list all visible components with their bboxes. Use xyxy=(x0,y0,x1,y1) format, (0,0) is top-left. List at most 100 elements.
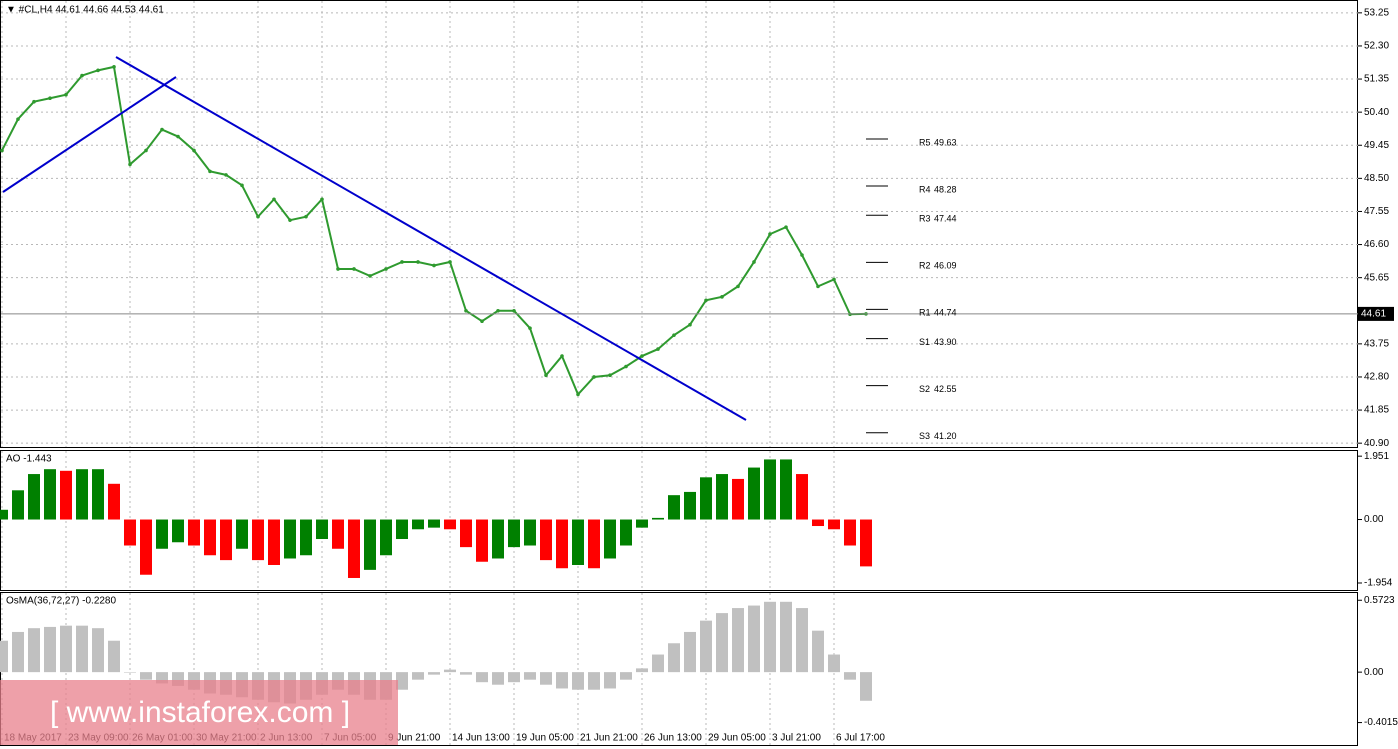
x-tick-label: 3 Jul 21:00 xyxy=(772,733,821,744)
symbol-header: ▼ #CL,H4 44.61 44.66 44.53 44.61 xyxy=(6,5,164,16)
histogram-bar xyxy=(284,519,296,559)
histogram-bar xyxy=(764,601,776,673)
y-tick-label: 48.50 xyxy=(1364,173,1389,184)
watermark: [ www.instaforex.com ] xyxy=(50,696,350,729)
histogram-bar xyxy=(396,519,408,540)
histogram-bar xyxy=(300,519,312,556)
price-point xyxy=(288,218,292,222)
y-tick-label: 43.75 xyxy=(1364,339,1389,350)
histogram-bar xyxy=(428,519,440,528)
histogram-bar xyxy=(28,474,40,520)
histogram-bar xyxy=(76,625,88,673)
histogram-bar xyxy=(604,519,616,559)
histogram-bar xyxy=(540,519,552,561)
price-point xyxy=(304,214,308,219)
price-point xyxy=(384,267,388,271)
price-point xyxy=(448,260,452,264)
histogram-bar xyxy=(508,672,520,683)
histogram-bar xyxy=(652,654,664,673)
price-point xyxy=(352,267,356,271)
histogram-bar xyxy=(92,469,104,520)
pivot-value: 43.90 xyxy=(934,337,957,347)
panels xyxy=(0,0,1358,746)
histogram-bar xyxy=(380,519,392,556)
pivot-value: 41.20 xyxy=(934,431,957,441)
histogram-bar xyxy=(828,519,840,530)
histogram-bar xyxy=(620,672,632,680)
histogram-bar xyxy=(524,672,536,680)
histogram-bar xyxy=(588,672,600,690)
price-point xyxy=(16,117,20,121)
histogram-bar xyxy=(92,628,104,673)
last-price-box xyxy=(1358,306,1394,321)
histogram-bar xyxy=(652,517,664,520)
price-point xyxy=(672,333,676,337)
price-point xyxy=(32,99,36,104)
histogram-bar xyxy=(28,628,40,673)
pivot-name: R3 xyxy=(919,214,931,224)
histogram-bar xyxy=(684,631,696,673)
price-point xyxy=(608,373,612,378)
y-tick-label: 42.80 xyxy=(1364,372,1389,383)
histogram-bar xyxy=(860,519,872,567)
y-tick-label: 49.45 xyxy=(1364,140,1389,151)
price-point xyxy=(640,354,644,358)
pivot-name: R4 xyxy=(919,184,931,194)
pivot-name: S1 xyxy=(919,337,930,347)
y-tick-label: 50.40 xyxy=(1364,107,1389,118)
price-point xyxy=(96,68,100,73)
price-point xyxy=(400,260,404,264)
x-tick-label: 9 Jun 21:00 xyxy=(388,733,441,744)
histogram-bar xyxy=(844,519,856,546)
price-point xyxy=(784,225,788,229)
price-point xyxy=(160,127,164,132)
price-point xyxy=(128,162,132,167)
price-point xyxy=(576,392,580,397)
y-tick-label: 0.5723 xyxy=(1364,595,1395,606)
price-point xyxy=(272,197,276,202)
price-point xyxy=(0,148,4,153)
y-tick-label: 53.25 xyxy=(1364,7,1389,18)
histogram-bar xyxy=(620,519,632,546)
histogram-bar xyxy=(700,620,712,673)
y-tick-label: 1.951 xyxy=(1364,451,1389,462)
pivot-value: 47.44 xyxy=(934,214,957,224)
histogram-bar xyxy=(0,509,8,520)
osma-title: OsMA(36,72,27) -0.2280 xyxy=(6,596,116,607)
x-tick-label: 21 Jun 21:00 xyxy=(580,733,638,744)
histogram-bar xyxy=(348,519,360,578)
histogram-bar xyxy=(460,672,472,675)
pivot-name: R2 xyxy=(919,261,931,271)
price-point xyxy=(816,284,820,289)
price-point xyxy=(144,148,148,153)
price-point xyxy=(528,326,532,330)
histogram-bar xyxy=(444,669,456,673)
histogram-bar xyxy=(412,672,424,680)
histogram-bar xyxy=(140,519,152,575)
price-point xyxy=(544,373,548,378)
pivot-name: R1 xyxy=(919,308,931,318)
histogram-bar xyxy=(172,519,184,543)
price-point xyxy=(592,375,596,379)
price-point xyxy=(752,260,756,264)
price-point xyxy=(832,277,836,282)
histogram-bar xyxy=(780,601,792,673)
histogram-bar xyxy=(460,519,472,548)
price-point xyxy=(64,92,68,97)
histogram-bar xyxy=(540,672,552,685)
price-point xyxy=(80,73,84,78)
price-point xyxy=(432,263,436,268)
histogram-bar xyxy=(444,519,456,530)
price-point xyxy=(224,173,228,177)
histogram-bar xyxy=(684,491,696,520)
histogram-bar xyxy=(572,672,584,690)
histogram-bar xyxy=(860,672,872,701)
y-tick-label: 0.00 xyxy=(1364,667,1384,678)
x-tick-label: 14 Jun 13:00 xyxy=(452,733,510,744)
pivot-value: 48.28 xyxy=(934,184,957,194)
pivot-value: 44.74 xyxy=(934,308,957,318)
price-point xyxy=(336,267,340,271)
histogram-bar xyxy=(748,605,760,673)
